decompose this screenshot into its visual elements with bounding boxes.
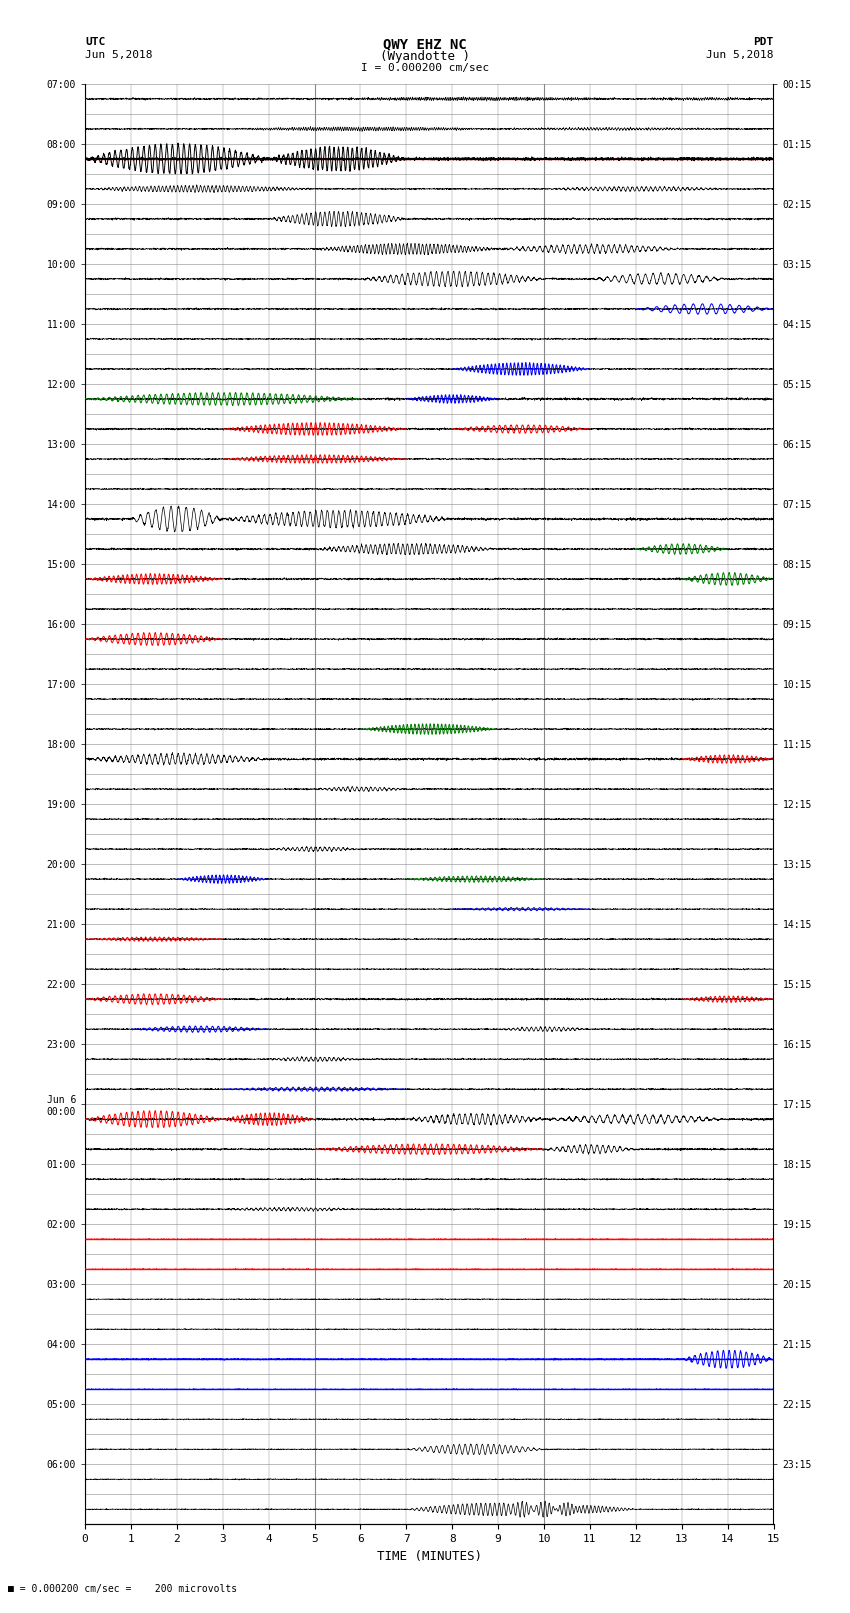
X-axis label: TIME (MINUTES): TIME (MINUTES) <box>377 1550 482 1563</box>
Text: QWY EHZ NC: QWY EHZ NC <box>383 37 467 52</box>
Text: I = 0.000200 cm/sec: I = 0.000200 cm/sec <box>361 63 489 73</box>
Text: ■ = 0.000200 cm/sec =    200 microvolts: ■ = 0.000200 cm/sec = 200 microvolts <box>8 1584 238 1594</box>
Text: PDT: PDT <box>753 37 774 47</box>
Text: Jun 5,2018: Jun 5,2018 <box>85 50 152 60</box>
Text: (Wyandotte ): (Wyandotte ) <box>380 50 470 63</box>
Text: UTC: UTC <box>85 37 105 47</box>
Text: Jun 5,2018: Jun 5,2018 <box>706 50 774 60</box>
